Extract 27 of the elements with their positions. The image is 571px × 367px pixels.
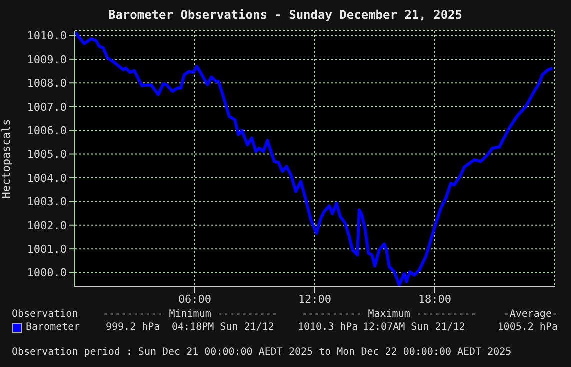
y-tick-label: 1010.0 bbox=[27, 30, 67, 43]
y-tick-label: 1009.0 bbox=[27, 53, 67, 66]
text: 04:18PM Sun 21/12 bbox=[172, 322, 274, 333]
x-tick-label: 06:00 bbox=[178, 292, 212, 306]
text: ---------- Maximum ---------- bbox=[302, 309, 477, 320]
y-tick-label: 1002.0 bbox=[27, 219, 67, 232]
text: ---------- Minimum ---------- bbox=[103, 309, 278, 320]
y-axis-title: Hectopascals bbox=[0, 119, 13, 199]
y-tick-label: 1000.0 bbox=[27, 266, 67, 280]
text: -Average- bbox=[504, 309, 558, 320]
chart-title: Barometer Observations - Sunday December 21, 2025 bbox=[107, 8, 464, 22]
text: 1010.3 hPa bbox=[298, 322, 358, 333]
y-tick-label: 1004.0 bbox=[27, 172, 67, 185]
y-tick-label: 1008.0 bbox=[27, 77, 67, 90]
x-tick-label: 18:00 bbox=[418, 292, 452, 306]
text: Observation bbox=[12, 309, 78, 320]
y-tick-label: 1001.0 bbox=[27, 242, 67, 256]
y-tick-label: 1007.0 bbox=[27, 100, 67, 114]
y-tick-label: 1006.0 bbox=[27, 124, 67, 138]
text: Observation period : Sun Dec 21 00:00:00 AEDT 2025 to Mon Dec 22 00:00:00 AEDT 2025 bbox=[12, 347, 512, 358]
y-tick-label: 1005.0 bbox=[27, 148, 67, 162]
text: 12:07AM Sun 21/12 bbox=[363, 322, 466, 333]
text: 999.2 hPa bbox=[106, 322, 160, 333]
x-tick-label: 12:00 bbox=[298, 292, 332, 306]
legend-label: Barometer bbox=[26, 322, 80, 333]
y-tick-label: 1003.0 bbox=[27, 196, 67, 209]
text: 1005.2 hPa bbox=[498, 322, 558, 333]
